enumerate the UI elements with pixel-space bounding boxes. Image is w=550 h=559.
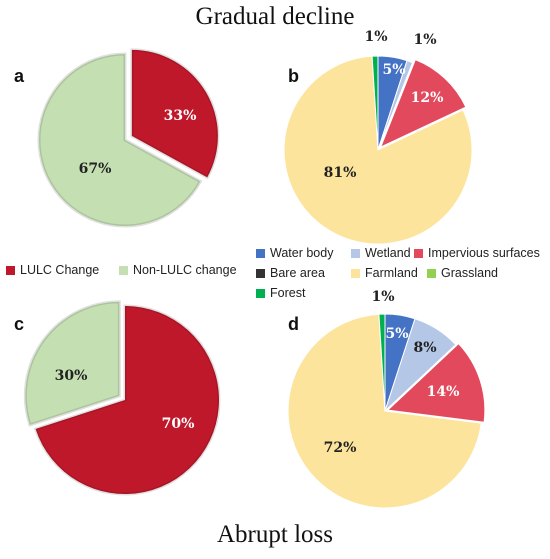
- pie-label-b-4: 1%: [364, 29, 387, 45]
- pie-slice-d-forest: [378, 313, 386, 412]
- pie-slice-a-non-lulc-change: [37, 52, 203, 228]
- pie-label-c-0: 70%: [162, 416, 195, 432]
- legend-label-impervious-surfaces: Impervious surfaces: [428, 246, 540, 260]
- figure-title-bottom: Abrupt loss: [217, 521, 333, 548]
- legend-item-grassland: Grassland: [427, 266, 498, 280]
- pie-label-b-0: 5%: [382, 62, 405, 78]
- pie-label-c-1: 30%: [55, 368, 88, 384]
- pie-label-d-3: 72%: [324, 440, 357, 456]
- legend-item-wetland: Wetland: [351, 246, 411, 260]
- legend-label-non-lulc-change: Non-LULC change: [133, 263, 237, 277]
- legend-label-lulc-change: LULC Change: [20, 263, 100, 277]
- legend-swatch-bare-area: [256, 268, 265, 278]
- pie-slice-b-wetland: [377, 59, 414, 151]
- panel-letter-b: b: [288, 66, 299, 86]
- legend-swatch-wetland: [351, 248, 360, 258]
- pie-slice-c-lulc-change: [33, 304, 221, 496]
- pie-slice-d-wetland: [384, 318, 457, 412]
- legend-swatch-grassland: [427, 268, 436, 278]
- legend-label-water-body: Water body: [270, 246, 334, 260]
- pie-slice-b-forest: [371, 55, 379, 151]
- legend-label-grassland: Grassland: [441, 266, 498, 280]
- panel-letter-a: a: [14, 66, 25, 86]
- legend-item-farmland: Farmland: [351, 266, 418, 280]
- legend-item-forest: Forest: [256, 286, 305, 300]
- pie-slice-d-impervious-surfaces: [386, 342, 486, 423]
- pie-slice-a-lulc-change: [130, 48, 220, 180]
- pie-slice-c-non-lulc-change: [23, 300, 121, 427]
- pie-slice-d-farmland: [287, 313, 482, 509]
- legend-item-lulc-change: LULC Change: [6, 263, 99, 277]
- panel-letter-d: d: [288, 314, 299, 334]
- legend-swatch-water-body: [256, 248, 265, 258]
- pie-slice-b-farmland: [283, 55, 473, 245]
- legend-item-non-lulc-change: Non-LULC change: [119, 263, 237, 277]
- pie-slice-b-impervious-surfaces: [379, 59, 467, 149]
- legend-swatch-impervious-surfaces: [414, 248, 423, 258]
- legend-swatch-farmland: [351, 268, 360, 278]
- legend-item-water-body: Water body: [256, 246, 333, 260]
- legend-item-impervious-surfaces: Impervious surfaces: [414, 246, 540, 260]
- pie-label-d-1: 8%: [413, 340, 436, 356]
- legend-label-wetland: Wetland: [365, 246, 411, 260]
- pie-label-a-0: 33%: [164, 108, 197, 124]
- legend-label-forest: Forest: [270, 286, 306, 300]
- legend-swatch-forest: [256, 288, 265, 298]
- pie-label-d-4: 1%: [371, 289, 394, 305]
- legend-item-bare-area: Bare area: [256, 266, 325, 280]
- pie-label-a-1: 67%: [79, 161, 112, 177]
- pie-label-d-2: 14%: [427, 384, 460, 400]
- legend-swatch-lulc-change: [6, 265, 15, 275]
- pie-label-b-2: 12%: [411, 90, 444, 106]
- legend-label-farmland: Farmland: [365, 266, 418, 280]
- pie-label-b-1: 1%: [413, 32, 436, 48]
- legend-label-bare-area: Bare area: [270, 266, 325, 280]
- pie-label-b-3: 81%: [324, 165, 357, 181]
- figure-title-top: Gradual decline: [195, 3, 355, 30]
- panel-letter-c: c: [14, 314, 25, 334]
- pie-label-d-0: 5%: [385, 326, 408, 342]
- legend-swatch-non-lulc-change: [119, 265, 128, 275]
